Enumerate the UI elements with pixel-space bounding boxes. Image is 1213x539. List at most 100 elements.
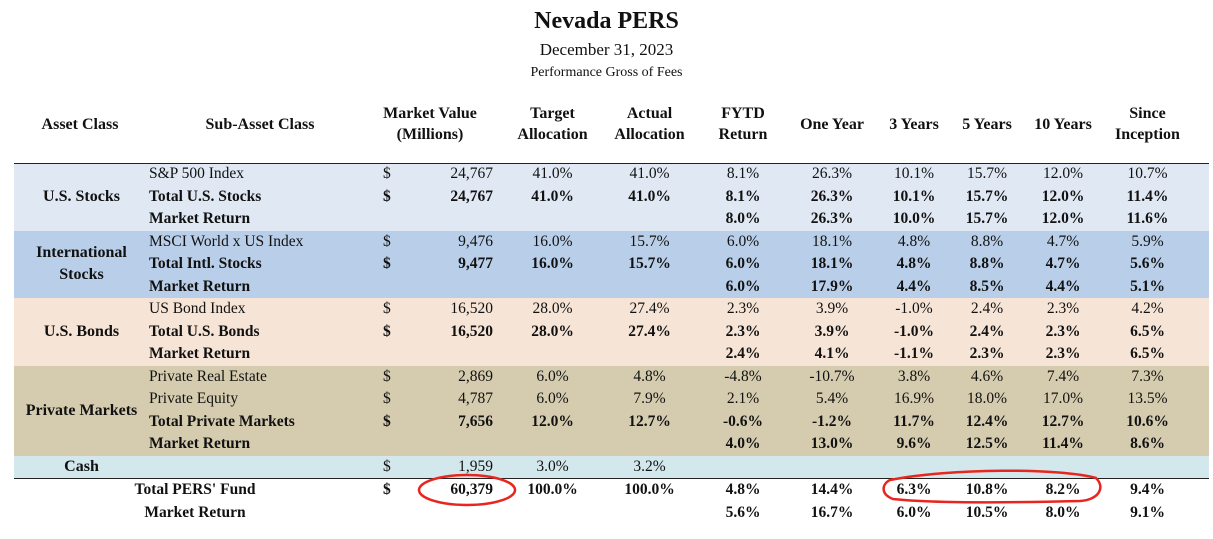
cell-target: 28.0%: [532, 300, 573, 317]
cell-dollar: $: [383, 165, 391, 182]
total-cell-mv: 60,379: [450, 481, 493, 498]
cell-y3: 3.8%: [897, 367, 931, 385]
cell-y3: 10.0%: [892, 210, 936, 227]
cell-target: 16.0%: [532, 232, 573, 250]
cell-dollar: $: [383, 255, 391, 272]
cell-y5: 18.0%: [966, 390, 1008, 407]
table-top-rule: [14, 163, 1209, 164]
cell-target: 12.0%: [531, 412, 574, 430]
header-actual-line1: Actual: [626, 105, 673, 122]
header-asset-class: Asset Class: [41, 116, 119, 133]
cell-target: 3.0%: [536, 457, 569, 475]
sub-asset-class: Market Return: [149, 277, 251, 295]
cell-mv: 24,767: [450, 187, 493, 205]
header-actual-line2: Allocation: [614, 126, 685, 143]
cell-actual: 15.7%: [629, 232, 670, 250]
cell-y3: 16.9%: [893, 390, 935, 407]
cell-y3: 4.4%: [896, 277, 932, 295]
report-title: Nevada PERS: [534, 8, 679, 34]
cell-mv: 9,476: [458, 232, 493, 250]
cell-y1: 26.3%: [810, 210, 854, 227]
total-cell-y10: 8.2%: [1045, 481, 1081, 498]
cell-y3: 10.1%: [893, 165, 935, 182]
total-cell-si: 9.4%: [1130, 481, 1165, 498]
header-fytd: FYTD Return: [700, 103, 786, 145]
cell-si: 5.1%: [1130, 277, 1165, 295]
cell-y5: 12.4%: [965, 412, 1009, 430]
cell-target: 6.0%: [536, 367, 569, 385]
cell-actual: 27.4%: [628, 322, 671, 340]
header-3-years: 3 Years: [889, 116, 939, 133]
cell-y10: 17.0%: [1042, 390, 1084, 407]
cell-dollar: $: [383, 187, 391, 205]
asset-band: [14, 365, 1209, 456]
cell-y1: 4.1%: [814, 345, 850, 362]
cell-y3: -1.1%: [893, 345, 935, 362]
total-cell-actual: 100.0%: [624, 481, 675, 498]
header-market-value-line1: Market Value: [383, 105, 477, 122]
cell-y5: 12.5%: [965, 435, 1009, 452]
asset-class-label: International Stocks: [14, 242, 149, 286]
cell-target: 6.0%: [536, 390, 569, 407]
sub-asset-class: US Bond Index: [149, 300, 246, 317]
cell-y3: -1.0%: [895, 300, 933, 317]
sub-asset-class: Total U.S. Stocks: [149, 187, 262, 205]
sub-asset-class: Private Equity: [149, 390, 239, 407]
cell-y5: 8.5%: [969, 277, 1005, 295]
cell-si: 10.6%: [1126, 412, 1169, 430]
cell-y5: 8.8%: [970, 232, 1004, 250]
asset-class-label-line: U.S. Stocks: [43, 187, 120, 205]
sub-asset-class: Market Return: [149, 345, 251, 362]
cell-fytd: 2.4%: [725, 345, 761, 362]
total-cell-y3: 6.3%: [896, 481, 932, 498]
header-since-line1: Since: [1129, 105, 1166, 122]
cell-y10: 4.7%: [1046, 232, 1080, 250]
cell-y10: 2.3%: [1045, 322, 1081, 340]
total-cell-y5: 10.5%: [965, 503, 1009, 521]
cell-target: 16.0%: [531, 255, 574, 272]
cell-si: 11.4%: [1126, 187, 1169, 205]
cell-y1: 13.0%: [810, 435, 854, 452]
cell-y1: -10.7%: [809, 367, 855, 385]
total-cell-y1: 16.7%: [810, 503, 854, 521]
total-cell-y1: 14.4%: [810, 481, 854, 498]
cell-y10: 4.7%: [1045, 255, 1081, 272]
fee-note: Performance Gross of Fees: [530, 65, 683, 80]
total-cell-target: 100.0%: [527, 481, 578, 498]
asset-class-label-line: Stocks: [59, 266, 104, 284]
asset-class-label: Private Markets: [14, 400, 149, 422]
asset-class-label: Cash: [14, 456, 149, 478]
asset-class-label-line: U.S. Bonds: [43, 322, 120, 340]
cell-y1: 18.1%: [810, 255, 854, 272]
cell-si: 7.3%: [1131, 367, 1164, 385]
cell-y10: 12.0%: [1041, 210, 1085, 227]
cell-y1: 5.4%: [815, 390, 849, 407]
cell-si: 5.9%: [1131, 232, 1164, 250]
cell-target: 41.0%: [531, 187, 574, 205]
cell-y1: 26.3%: [811, 165, 853, 182]
cell-y3: 4.8%: [896, 255, 932, 272]
header-since-inception: Since Inception: [1100, 103, 1195, 145]
sub-asset-class: Total Private Markets: [149, 412, 295, 430]
cell-actual: 4.8%: [633, 367, 666, 385]
cell-si: 5.6%: [1130, 255, 1165, 272]
asset-band: [14, 163, 1209, 231]
header-target: Target Allocation: [505, 103, 600, 145]
sub-asset-class: Total U.S. Bonds: [149, 322, 260, 340]
cell-mv: 16,520: [450, 322, 493, 340]
asset-class-label-line: Cash: [64, 457, 99, 475]
cell-actual: 41.0%: [628, 187, 671, 205]
header-target-line1: Target: [530, 105, 575, 122]
cell-target: 28.0%: [531, 322, 574, 340]
header-market-value-line2: (Millions): [396, 126, 464, 143]
cell-fytd: 2.3%: [725, 322, 761, 340]
cell-y1: 3.9%: [814, 322, 850, 340]
cell-actual: 41.0%: [629, 165, 670, 182]
cell-si: 13.5%: [1127, 390, 1168, 407]
cell-y5: 15.7%: [965, 187, 1009, 205]
cell-fytd: 8.0%: [725, 210, 761, 227]
cell-y1: 17.9%: [810, 277, 854, 295]
cell-mv: 4,787: [458, 390, 493, 407]
cell-fytd: 6.0%: [726, 232, 760, 250]
